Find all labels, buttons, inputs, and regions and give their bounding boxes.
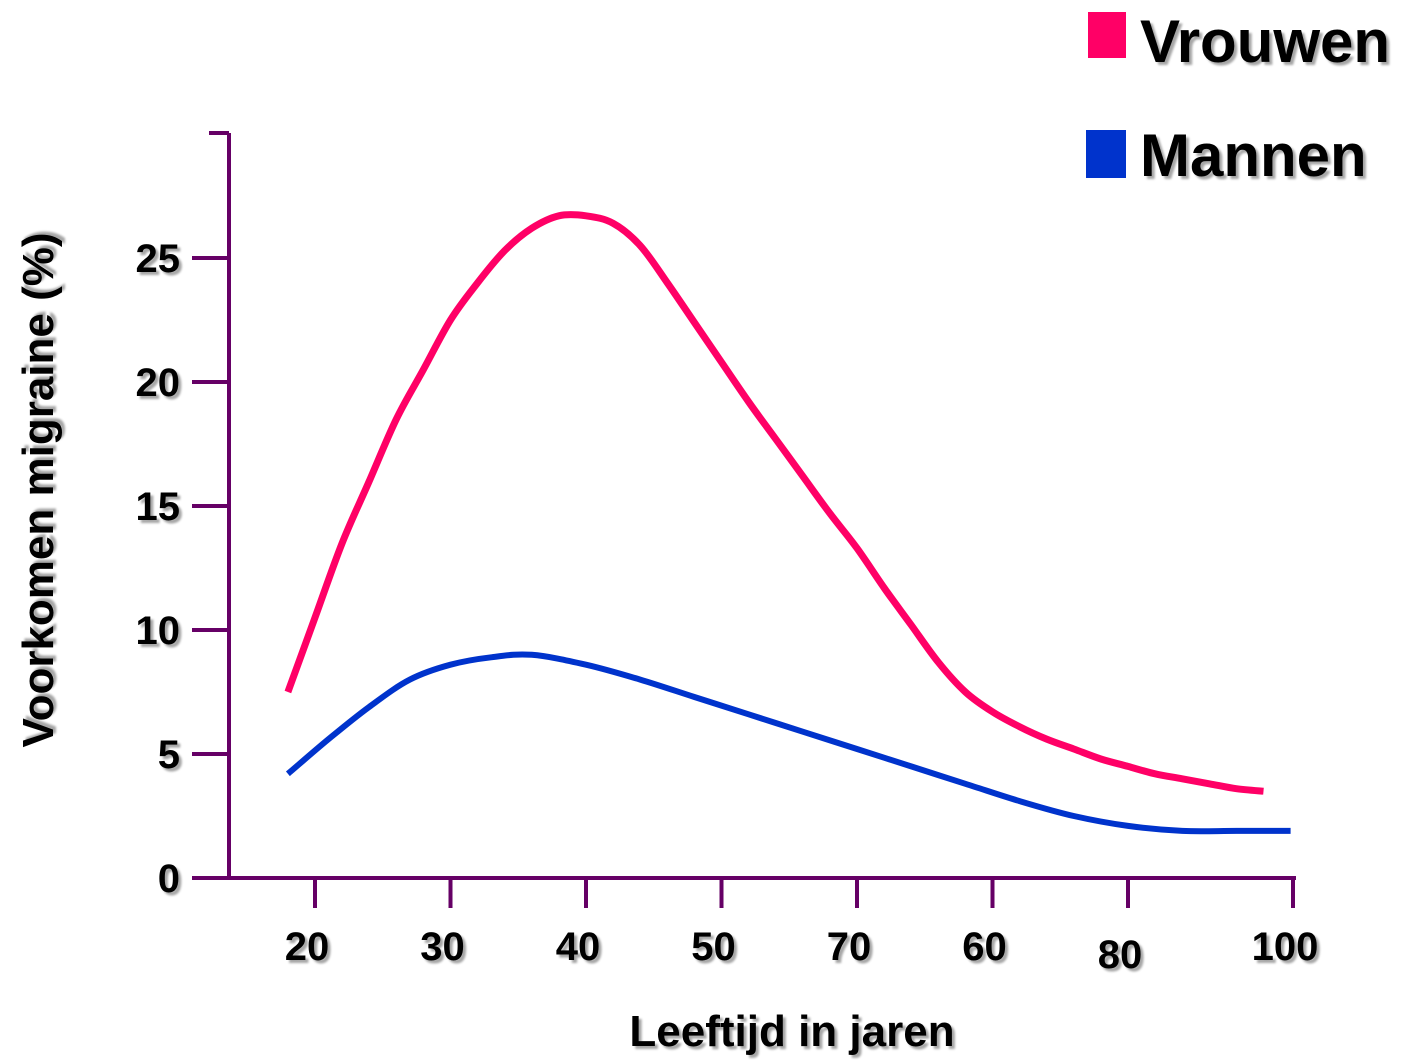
x-tick-label: 20 [285, 925, 330, 969]
x-tick-label: 100 [1252, 925, 1319, 969]
legend-label-mannen: Mannen [1140, 122, 1367, 189]
x-tick-label: 30 [420, 925, 465, 969]
legend-label-vrouwen: Vrouwen [1140, 8, 1390, 75]
legend: Vrouwen Mannen [1086, 8, 1390, 189]
series-layer [284, 211, 1291, 835]
x-tick-label: 50 [691, 925, 736, 969]
y-tick-label: 10 [136, 609, 181, 653]
series-line-mannen [285, 651, 1291, 835]
series-line-vrouwen [284, 211, 1264, 795]
legend-swatch-vrouwen [1088, 12, 1126, 58]
x-tick-label: 60 [962, 925, 1007, 969]
legend-swatch-mannen [1086, 130, 1126, 178]
y-axis-ticks: 0 5 10 15 20 25 [136, 131, 229, 901]
x-axis-ticks: 20 30 40 50 70 60 80 100 [285, 878, 1319, 977]
y-tick-label: 15 [136, 485, 181, 529]
x-tick-label: 40 [556, 925, 601, 969]
y-tick-label: 25 [136, 237, 181, 281]
x-axis-title: Leeftijd in jaren [629, 1007, 954, 1056]
y-tick-label: 5 [158, 733, 180, 777]
x-tick-label: 70 [827, 925, 872, 969]
y-tick-label: 0 [158, 857, 180, 901]
y-tick-label: 20 [136, 361, 181, 405]
y-axis-title: Voorkomen migraine (%) [14, 232, 63, 747]
x-tick-label: 80 [1098, 933, 1143, 977]
